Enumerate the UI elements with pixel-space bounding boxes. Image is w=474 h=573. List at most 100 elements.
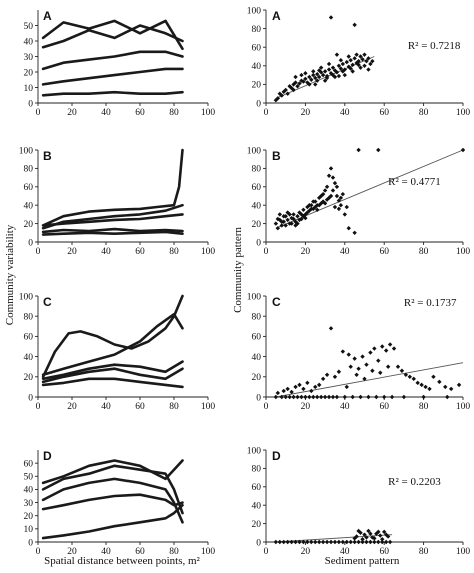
series-line-3 [41,213,184,227]
data-point [279,93,284,98]
y-tick-label: 50 [24,473,34,483]
data-point [340,61,346,67]
data-point [362,532,367,537]
data-point [364,58,369,64]
data-point [348,539,353,545]
data-point [330,72,336,78]
y-tick-label: 60 [24,333,34,343]
x-tick-label: 0 [264,247,269,257]
series-line-5 [41,90,184,97]
x-tick-label: 60 [379,247,389,257]
data-point [320,539,326,545]
y-tick-label: 20 [252,220,262,230]
regression-line [275,149,464,229]
data-point [301,207,306,212]
data-point [273,221,279,226]
data-point [281,214,286,219]
data-point [279,223,284,228]
data-point [318,394,324,400]
data-point [289,539,294,545]
y-tick-label: 40 [24,353,34,363]
data-point [307,203,312,208]
data-point [368,531,373,536]
data-point [285,91,290,96]
panel-letter: C [43,295,52,309]
data-point [322,188,328,193]
x-tick-label: 0 [36,108,41,118]
data-point [338,58,344,63]
x-tick-label: 60 [379,108,389,118]
data-point [338,195,344,201]
y-tick-label: 20 [24,512,34,522]
panel-right-A: 0 20 40 60 80 100 0 20 40 60 80 100 A R² = 0.7218 [247,6,471,118]
x-tick-label: 20 [301,547,311,557]
x-tick-label: 80 [419,108,429,118]
r-squared-label: R² = 0.1737 [404,297,457,309]
data-point [356,147,361,153]
data-point [315,394,320,400]
data-point [344,384,349,390]
data-point [362,52,367,57]
data-point [313,204,318,210]
data-point [273,394,279,400]
data-point [313,75,318,81]
data-point [372,346,377,351]
data-point [364,535,369,540]
data-point [334,70,340,75]
data-point [380,539,385,545]
panel-letter: B [272,149,281,163]
data-point [301,386,306,392]
data-point [332,204,338,210]
data-point [382,529,387,535]
data-point [313,82,318,87]
x-tick-label: 80 [169,547,179,557]
data-point [352,56,357,61]
series-line-4 [41,227,184,234]
data-point [376,539,381,545]
data-point [352,356,357,361]
data-point [407,374,413,379]
data-point [320,191,326,197]
y-tick-label: 0 [28,238,33,248]
data-point [348,364,353,369]
data-point [297,539,302,545]
y-tick-label: 80 [252,313,262,323]
y-tick-label: 60 [24,183,34,193]
data-point [305,539,310,545]
data-point [281,89,286,95]
y-tick-label: 0 [256,238,261,248]
y-tick-label: 40 [24,37,34,47]
data-point [448,386,454,392]
panel-left-B: 0 20 40 60 80 100 0 20 40 60 80 100 B [19,146,216,257]
x-tick-label: 100 [456,247,471,257]
y-tick-label: 60 [252,333,262,343]
y-tick-label: 100 [247,6,262,16]
data-point [401,394,407,400]
x-tick-label: 0 [264,402,269,412]
data-point [291,87,296,93]
data-point [330,65,336,70]
data-point [456,382,462,388]
data-point [383,539,389,545]
data-point [320,199,326,204]
series-line-4 [41,67,184,86]
data-point [399,368,405,373]
data-point [366,56,371,61]
data-point [336,539,342,545]
x-tick-label: 80 [419,547,429,557]
data-point [326,173,332,178]
y-tick-label: 10 [24,84,34,94]
data-point [297,217,302,223]
y-tick-label: 20 [24,220,34,230]
data-point [313,384,318,390]
data-point [305,380,310,386]
data-point [326,394,332,400]
regression-line [275,56,375,99]
data-point [297,382,302,388]
y-tick-label: 100 [247,446,262,456]
data-point [443,384,448,390]
y-tick-label: 100 [247,146,262,156]
data-point [346,352,351,357]
data-point [295,394,300,400]
data-point [403,372,409,377]
